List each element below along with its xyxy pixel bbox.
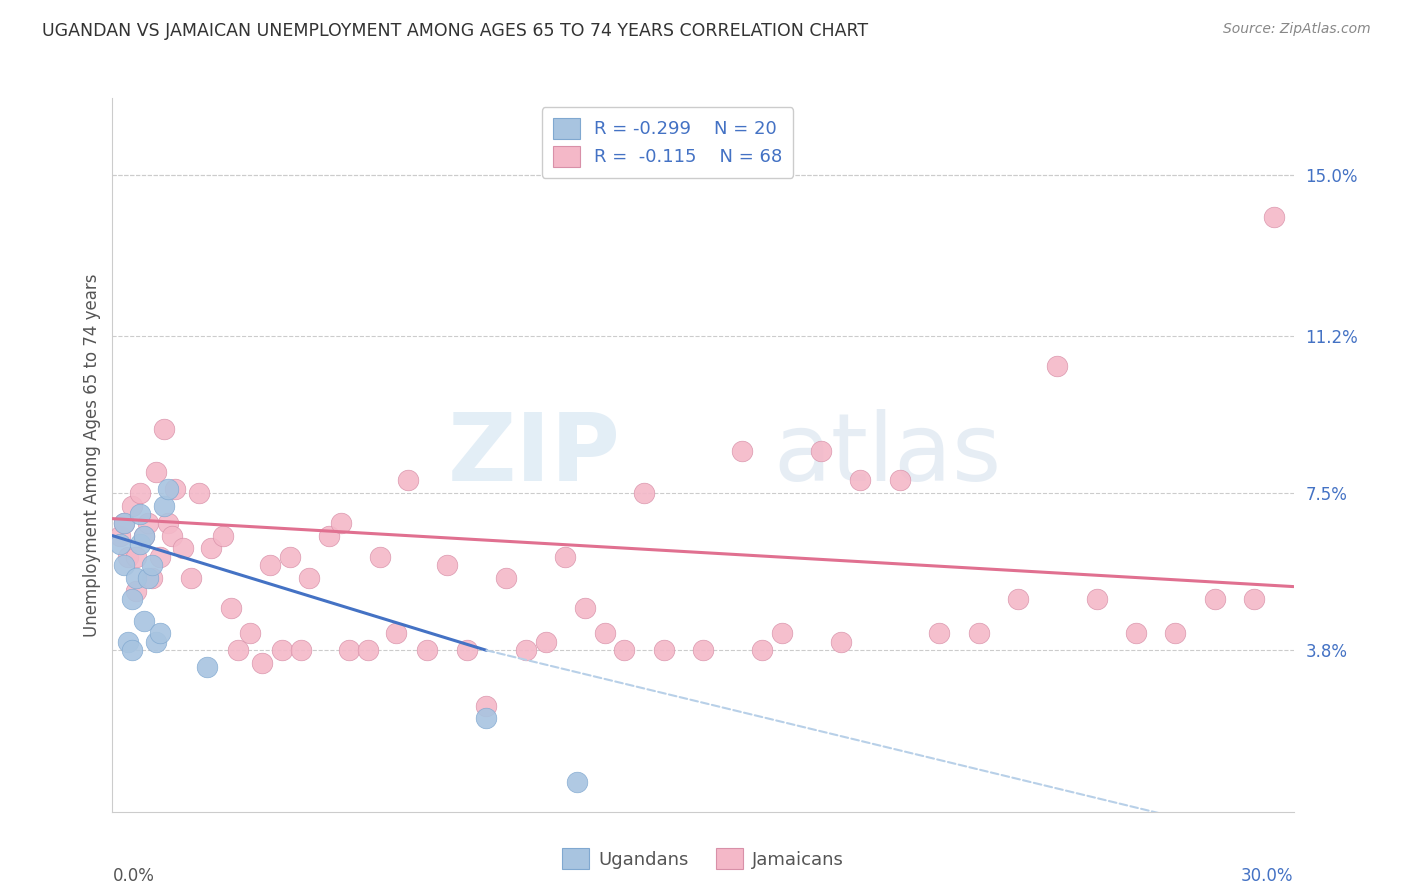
Point — [554, 549, 576, 564]
Point — [141, 571, 163, 585]
Point — [129, 537, 152, 551]
Point — [160, 528, 183, 542]
Point — [141, 558, 163, 573]
Point — [770, 626, 793, 640]
Point — [692, 643, 714, 657]
Point — [967, 626, 990, 640]
Point — [125, 549, 148, 564]
Point — [495, 571, 517, 585]
Point — [436, 558, 458, 573]
Point — [112, 516, 135, 530]
Point — [149, 626, 172, 640]
Point — [318, 528, 340, 542]
Point — [129, 508, 152, 522]
Point — [195, 660, 218, 674]
Legend: Ugandans, Jamaicans: Ugandans, Jamaicans — [555, 841, 851, 876]
Text: Source: ZipAtlas.com: Source: ZipAtlas.com — [1223, 22, 1371, 37]
Point — [132, 614, 155, 628]
Text: ZIP: ZIP — [447, 409, 620, 501]
Point — [152, 422, 174, 436]
Point — [368, 549, 391, 564]
Point — [633, 486, 655, 500]
Point — [1085, 592, 1108, 607]
Point — [416, 643, 439, 657]
Point — [337, 643, 360, 657]
Text: UGANDAN VS JAMAICAN UNEMPLOYMENT AMONG AGES 65 TO 74 YEARS CORRELATION CHART: UGANDAN VS JAMAICAN UNEMPLOYMENT AMONG A… — [42, 22, 869, 40]
Point — [1007, 592, 1029, 607]
Text: atlas: atlas — [773, 409, 1002, 501]
Point — [112, 558, 135, 573]
Point — [396, 474, 419, 488]
Point — [534, 635, 557, 649]
Point — [1243, 592, 1265, 607]
Point — [129, 486, 152, 500]
Text: 0.0%: 0.0% — [112, 867, 155, 885]
Point — [136, 571, 159, 585]
Point — [278, 549, 301, 564]
Text: 30.0%: 30.0% — [1241, 867, 1294, 885]
Point — [110, 537, 132, 551]
Point — [112, 516, 135, 530]
Point — [121, 643, 143, 657]
Y-axis label: Unemployment Among Ages 65 to 74 years: Unemployment Among Ages 65 to 74 years — [83, 273, 101, 637]
Point — [830, 635, 852, 649]
Point — [731, 443, 754, 458]
Point — [250, 656, 273, 670]
Point — [110, 528, 132, 542]
Point — [188, 486, 211, 500]
Point — [928, 626, 950, 640]
Point — [239, 626, 262, 640]
Point — [219, 600, 242, 615]
Point — [574, 600, 596, 615]
Point — [593, 626, 616, 640]
Point — [211, 528, 233, 542]
Point — [228, 643, 250, 657]
Point — [121, 499, 143, 513]
Point — [172, 541, 194, 556]
Point — [357, 643, 380, 657]
Point — [200, 541, 222, 556]
Point — [889, 474, 911, 488]
Point — [132, 528, 155, 542]
Point — [298, 571, 321, 585]
Point — [751, 643, 773, 657]
Point — [1204, 592, 1226, 607]
Point — [475, 711, 498, 725]
Point — [565, 775, 588, 789]
Point — [121, 592, 143, 607]
Point — [125, 571, 148, 585]
Point — [613, 643, 636, 657]
Point — [165, 482, 187, 496]
Point — [149, 549, 172, 564]
Point — [145, 635, 167, 649]
Legend: R = -0.299    N = 20, R =  -0.115    N = 68: R = -0.299 N = 20, R = -0.115 N = 68 — [541, 107, 793, 178]
Point — [1125, 626, 1147, 640]
Point — [136, 516, 159, 530]
Point — [270, 643, 292, 657]
Point — [125, 583, 148, 598]
Point — [1046, 359, 1069, 373]
Point — [385, 626, 408, 640]
Point — [515, 643, 537, 657]
Point — [117, 635, 139, 649]
Point — [145, 465, 167, 479]
Point — [117, 549, 139, 564]
Point — [810, 443, 832, 458]
Point — [180, 571, 202, 585]
Point — [1164, 626, 1187, 640]
Point — [329, 516, 352, 530]
Point — [259, 558, 281, 573]
Point — [456, 643, 478, 657]
Point — [156, 482, 179, 496]
Point — [1263, 210, 1285, 224]
Point — [849, 474, 872, 488]
Point — [475, 698, 498, 713]
Point — [156, 516, 179, 530]
Point — [290, 643, 312, 657]
Point — [652, 643, 675, 657]
Point — [152, 499, 174, 513]
Point — [132, 528, 155, 542]
